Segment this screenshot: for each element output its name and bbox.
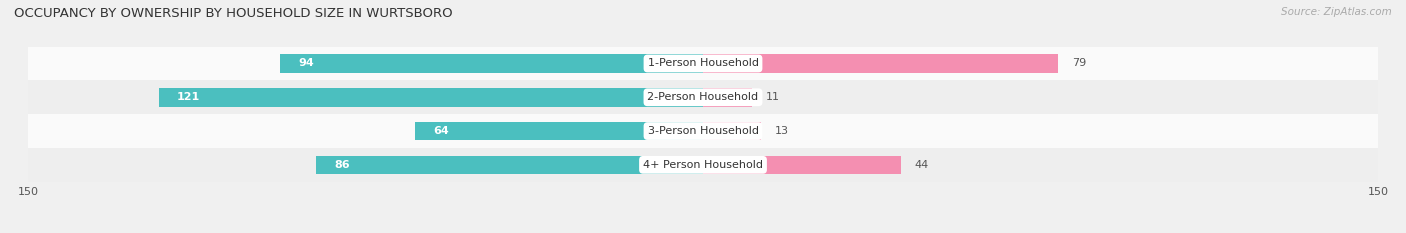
- Bar: [703, 122, 762, 140]
- Bar: [703, 156, 901, 174]
- Text: 44: 44: [914, 160, 929, 170]
- Bar: [703, 54, 1059, 73]
- Bar: [703, 88, 752, 106]
- Bar: [28, 47, 1378, 80]
- Bar: [159, 88, 703, 106]
- Bar: [316, 156, 703, 174]
- Text: 2-Person Household: 2-Person Household: [647, 92, 759, 102]
- Bar: [415, 122, 703, 140]
- Bar: [28, 114, 1378, 148]
- Bar: [28, 80, 1378, 114]
- Text: 79: 79: [1071, 58, 1087, 69]
- Text: 11: 11: [766, 92, 780, 102]
- Text: Source: ZipAtlas.com: Source: ZipAtlas.com: [1281, 7, 1392, 17]
- Text: 64: 64: [433, 126, 449, 136]
- Text: 1-Person Household: 1-Person Household: [648, 58, 758, 69]
- Text: 3-Person Household: 3-Person Household: [648, 126, 758, 136]
- Text: 4+ Person Household: 4+ Person Household: [643, 160, 763, 170]
- Bar: [28, 148, 1378, 182]
- Text: 94: 94: [298, 58, 314, 69]
- Text: OCCUPANCY BY OWNERSHIP BY HOUSEHOLD SIZE IN WURTSBORO: OCCUPANCY BY OWNERSHIP BY HOUSEHOLD SIZE…: [14, 7, 453, 20]
- Text: 13: 13: [775, 126, 789, 136]
- Text: 86: 86: [335, 160, 350, 170]
- Text: 121: 121: [177, 92, 200, 102]
- Bar: [280, 54, 703, 73]
